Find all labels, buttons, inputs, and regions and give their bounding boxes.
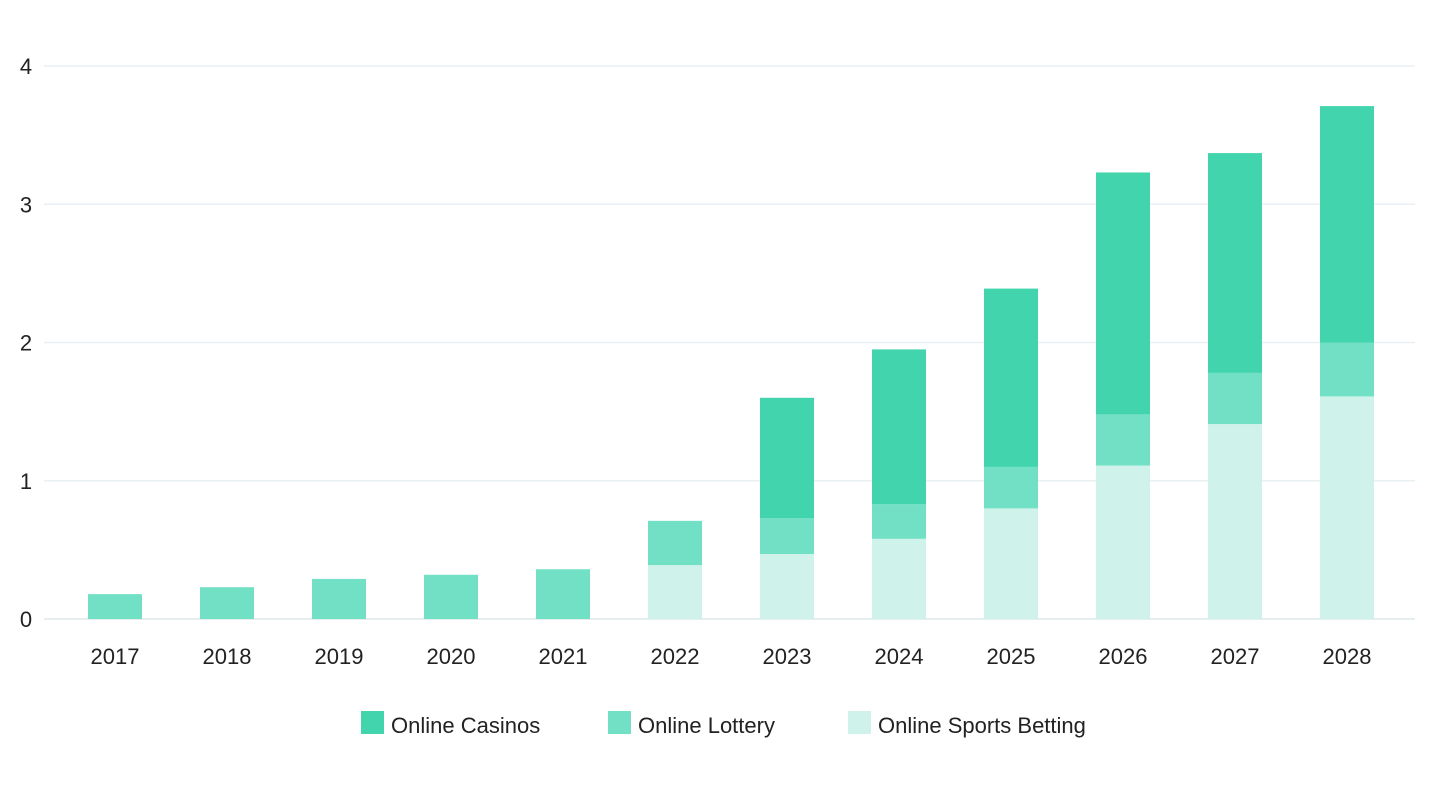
legend-swatch-online-lottery xyxy=(608,711,631,734)
bar-online-casinos-2023 xyxy=(760,397,814,519)
bar-online-sports-betting-2027 xyxy=(1208,424,1262,619)
y-tick-label: 0 xyxy=(20,607,32,632)
bar-online-lottery-2025 xyxy=(984,466,1038,509)
bar-online-casinos-2025 xyxy=(984,288,1038,467)
bar-online-sports-betting-2025 xyxy=(984,508,1038,619)
bar-online-lottery-2017 xyxy=(88,594,142,619)
y-axis: 0 1 2 3 4 xyxy=(20,54,32,632)
bar-online-sports-betting-2026 xyxy=(1096,465,1150,619)
bar-online-lottery-2019 xyxy=(312,578,366,619)
bar-online-lottery-2024 xyxy=(872,504,926,539)
x-tick-label: 2023 xyxy=(763,644,812,669)
x-axis: 2017 2018 2019 2020 2021 2022 2023 2024 2025 2026… xyxy=(91,644,1372,669)
bar-online-casinos-2024 xyxy=(872,349,926,505)
x-tick-label: 2025 xyxy=(987,644,1036,669)
bar-online-casinos-2026 xyxy=(1096,172,1150,415)
bar-online-sports-betting-2024 xyxy=(872,538,926,619)
y-tick-label: 1 xyxy=(20,469,32,494)
x-tick-label: 2021 xyxy=(539,644,588,669)
bar-online-lottery-2022 xyxy=(648,520,702,566)
legend-label-online-lottery: Online Lottery xyxy=(638,713,775,738)
legend-swatch-online-sports-betting xyxy=(848,711,871,734)
bar-online-lottery-2018 xyxy=(200,587,254,619)
x-tick-label: 2028 xyxy=(1323,644,1372,669)
legend: Online Casinos Online Lottery Online Sport… xyxy=(361,711,1086,738)
gridlines xyxy=(44,65,1415,620)
x-tick-label: 2024 xyxy=(875,644,924,669)
y-tick-label: 4 xyxy=(20,54,32,79)
bar-online-sports-betting-2022 xyxy=(648,565,702,619)
x-tick-label: 2019 xyxy=(315,644,364,669)
x-tick-label: 2026 xyxy=(1099,644,1148,669)
bar-online-lottery-2027 xyxy=(1208,372,1262,425)
bar-online-lottery-2023 xyxy=(760,518,814,555)
bar-online-lottery-2021 xyxy=(536,569,590,619)
bar-online-casinos-2027 xyxy=(1208,153,1262,373)
y-tick-label: 2 xyxy=(20,331,32,356)
bar-online-casinos-2028 xyxy=(1320,106,1374,343)
x-tick-label: 2020 xyxy=(427,644,476,669)
x-tick-label: 2017 xyxy=(91,644,140,669)
y-tick-label: 3 xyxy=(20,192,32,217)
bars xyxy=(88,106,1374,619)
x-tick-label: 2018 xyxy=(203,644,252,669)
bar-online-sports-betting-2023 xyxy=(760,554,814,619)
bar-online-sports-betting-2028 xyxy=(1320,396,1374,619)
legend-label-online-casinos: Online Casinos xyxy=(391,713,540,738)
legend-swatch-online-casinos xyxy=(361,711,384,734)
legend-label-online-sports-betting: Online Sports Betting xyxy=(878,713,1086,738)
x-tick-label: 2022 xyxy=(651,644,700,669)
bar-online-lottery-2026 xyxy=(1096,414,1150,466)
bar-online-lottery-2020 xyxy=(424,574,478,619)
x-tick-label: 2027 xyxy=(1211,644,1260,669)
bar-online-lottery-2028 xyxy=(1320,342,1374,397)
